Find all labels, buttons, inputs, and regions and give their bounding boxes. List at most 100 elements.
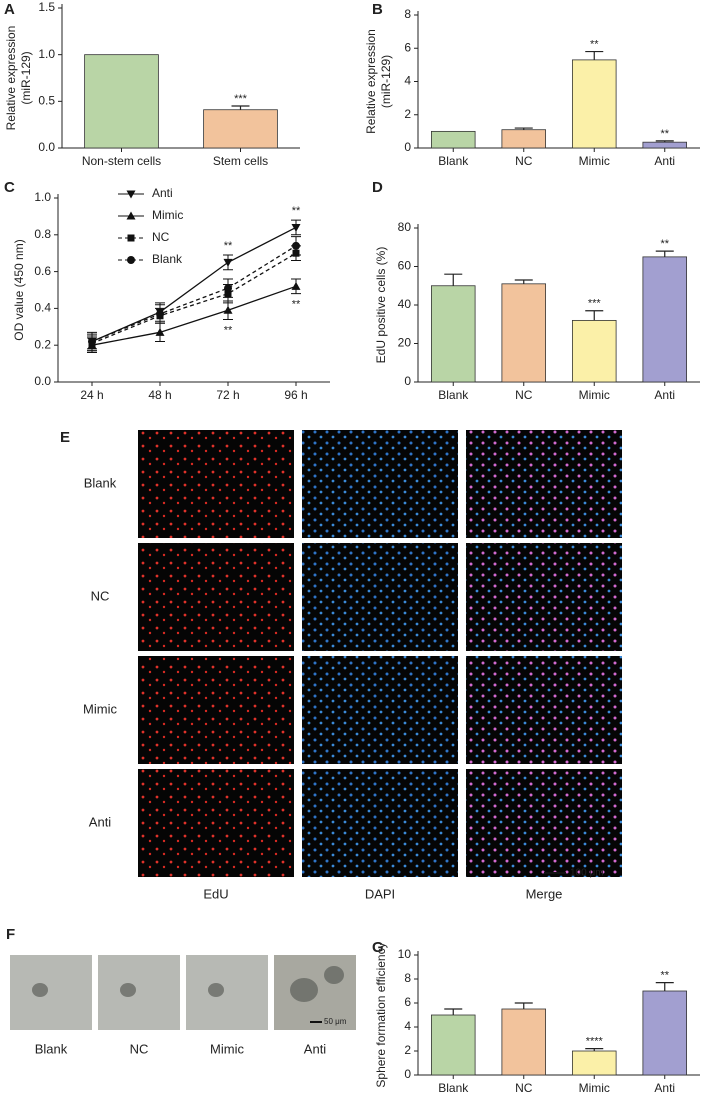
y-tick-label: 0.6: [34, 264, 51, 278]
y-tick-label: 4: [404, 1019, 411, 1033]
bar: [571, 1050, 617, 1076]
panel-letter: D: [372, 179, 383, 196]
marker: [224, 284, 232, 293]
x-tick-label: Non-stem cells: [82, 154, 161, 168]
y-tick-label: 6: [404, 995, 411, 1009]
error-bar: [585, 1048, 604, 1051]
significance: **: [224, 240, 233, 252]
error-bar: [514, 1002, 533, 1009]
marker: [223, 305, 233, 314]
y-tick-label: 0.0: [34, 374, 51, 388]
sphere-image: [186, 955, 268, 1030]
y-tick-label: 0: [404, 1067, 411, 1081]
y-tick-label: 80: [398, 220, 412, 234]
column-label: EdU: [203, 886, 228, 901]
micrograph: [138, 430, 294, 538]
error-bar: [655, 250, 674, 257]
y-tick-label: 0: [404, 140, 411, 154]
error-bar: [655, 140, 674, 143]
panel-letter: F: [6, 926, 15, 943]
x-tick-label: Anti: [654, 388, 675, 402]
image-label: Blank: [35, 1041, 68, 1056]
y-axis-label: OD value (450 nm): [12, 239, 26, 340]
significance: **: [660, 128, 669, 140]
marker: [155, 327, 165, 336]
legend-label: NC: [152, 230, 170, 244]
x-tick-label: Anti: [654, 154, 675, 168]
row-label: Mimic: [83, 701, 117, 716]
y-tick-label: 0: [404, 374, 411, 388]
significance: **: [660, 238, 669, 250]
micrograph: [302, 430, 458, 538]
error-bar: [655, 982, 674, 991]
legend-label: Mimic: [152, 208, 183, 222]
micrograph: [302, 769, 458, 877]
y-tick-label: 4: [404, 74, 411, 88]
micrograph: [302, 543, 458, 651]
bar: [430, 285, 476, 383]
bar: [501, 1008, 547, 1076]
panel-letter: C: [4, 179, 15, 196]
bar: [501, 129, 547, 149]
x-tick-label: 24 h: [80, 388, 103, 402]
error-bar: [514, 279, 533, 284]
y-axis-label: Sphere formation efficiency: [374, 942, 388, 1087]
marker: [291, 281, 301, 290]
image-label: NC: [130, 1041, 149, 1056]
significance: ****: [586, 1036, 604, 1048]
x-tick-label: 48 h: [148, 388, 171, 402]
marker: [291, 223, 301, 232]
error-bar: [514, 127, 533, 130]
bar: [430, 1014, 476, 1076]
y-tick-label: 0.5: [38, 94, 55, 108]
marker: [292, 241, 300, 250]
error-bar: [585, 310, 604, 321]
y-tick-label: 0.2: [34, 337, 51, 351]
sphere: [208, 983, 224, 997]
significance: **: [224, 324, 233, 336]
micrograph: [138, 543, 294, 651]
micrograph: [466, 769, 622, 877]
image-label: Mimic: [210, 1041, 244, 1056]
bar: [203, 109, 278, 149]
row-label: NC: [91, 588, 110, 603]
x-tick-label: NC: [515, 154, 533, 168]
y-tick-label: 1.0: [34, 190, 51, 204]
y-axis-label: (miR-129): [379, 55, 393, 108]
column-label: Merge: [526, 886, 563, 901]
bar: [84, 54, 159, 149]
y-tick-label: 10: [398, 947, 412, 961]
legend-label: Blank: [152, 252, 183, 266]
x-tick-label: Mimic: [579, 388, 610, 402]
row-label: Blank: [84, 475, 117, 490]
y-tick-label: 2: [404, 1043, 411, 1057]
bar: [501, 283, 547, 383]
significance: **: [660, 970, 669, 982]
micrograph: [302, 656, 458, 764]
legend-marker: [127, 256, 135, 264]
bar: [571, 319, 617, 383]
micrograph: [466, 430, 622, 538]
legend-marker: [127, 234, 135, 242]
x-tick-label: Blank: [438, 388, 469, 402]
sphere: [324, 966, 344, 984]
y-tick-label: 0.0: [38, 140, 55, 154]
sphere: [290, 978, 318, 1002]
micrograph: [466, 543, 622, 651]
x-tick-label: Mimic: [579, 154, 610, 168]
micrograph: [138, 656, 294, 764]
significance: **: [590, 38, 599, 50]
bar: [642, 141, 688, 149]
y-tick-label: 8: [404, 7, 411, 21]
y-tick-label: 2: [404, 107, 411, 121]
bar: [642, 256, 688, 383]
x-tick-label: Blank: [438, 1081, 469, 1093]
significance: ***: [588, 298, 602, 310]
y-axis-label: (miR-129): [19, 51, 33, 104]
legend-label: Anti: [152, 186, 173, 200]
significance: ***: [234, 93, 248, 105]
x-tick-label: 96 h: [284, 388, 307, 402]
sphere: [120, 983, 136, 997]
line: [91, 252, 297, 344]
